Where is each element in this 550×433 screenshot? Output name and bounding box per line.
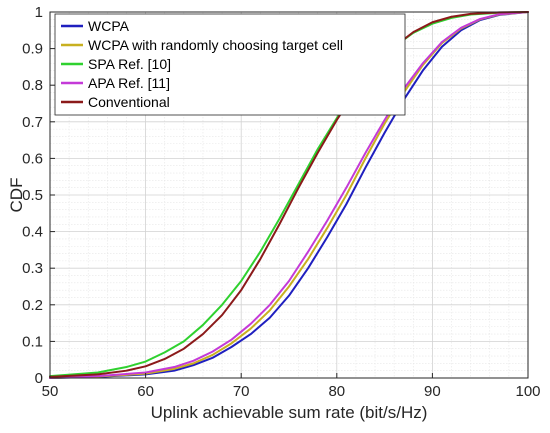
legend-label-5: Conventional xyxy=(88,94,170,110)
y-tick-label: 0.3 xyxy=(22,260,43,277)
series-line-1 xyxy=(49,11,529,379)
series-layer xyxy=(49,11,529,379)
legend-label-3: SPA Ref. [10] xyxy=(88,56,171,72)
y-tick-label: 1 xyxy=(35,4,43,21)
series-line-4 xyxy=(49,11,529,379)
y-tick-label: 0.9 xyxy=(22,41,43,58)
series-line-5 xyxy=(49,11,529,378)
x-tick-label: 80 xyxy=(328,383,345,400)
y-axis-label: CDF xyxy=(7,178,26,213)
y-tick-label: 0.2 xyxy=(22,297,43,314)
x-tick-label: 50 xyxy=(42,383,59,400)
series-line-3 xyxy=(49,11,529,378)
legend: WCPA WCPA with randomly choosing target c… xyxy=(54,13,406,116)
y-tick-label: 0 xyxy=(35,370,43,387)
y-tick-label: 0.7 xyxy=(22,114,43,131)
legend-label-2: WCPA with randomly choosing target cell xyxy=(88,37,343,53)
ticks-layer: 50 60 70 80 90 100 0 0.1 0.2 0.3 0.4 0.5 0.6 0.7 0.8 0.… xyxy=(22,4,540,400)
y-tick-label: 0.5 xyxy=(22,187,43,204)
y-tick-label: 0.4 xyxy=(22,224,43,241)
y-tick-label: 0.6 xyxy=(22,150,43,167)
x-tick-label: 90 xyxy=(424,383,441,400)
x-tick-label: 60 xyxy=(137,383,154,400)
x-tick-label: 70 xyxy=(233,383,250,400)
legend-label-4: APA Ref. [11] xyxy=(88,75,170,91)
x-tick-label: 100 xyxy=(515,383,540,400)
y-tick-label: 0.8 xyxy=(22,77,43,94)
legend-box xyxy=(54,13,406,116)
legend-label-1: WCPA xyxy=(88,18,130,34)
x-axis-label: Uplink achievable sum rate (bit/s/Hz) xyxy=(151,403,428,422)
y-tick-label: 0.1 xyxy=(22,333,43,350)
